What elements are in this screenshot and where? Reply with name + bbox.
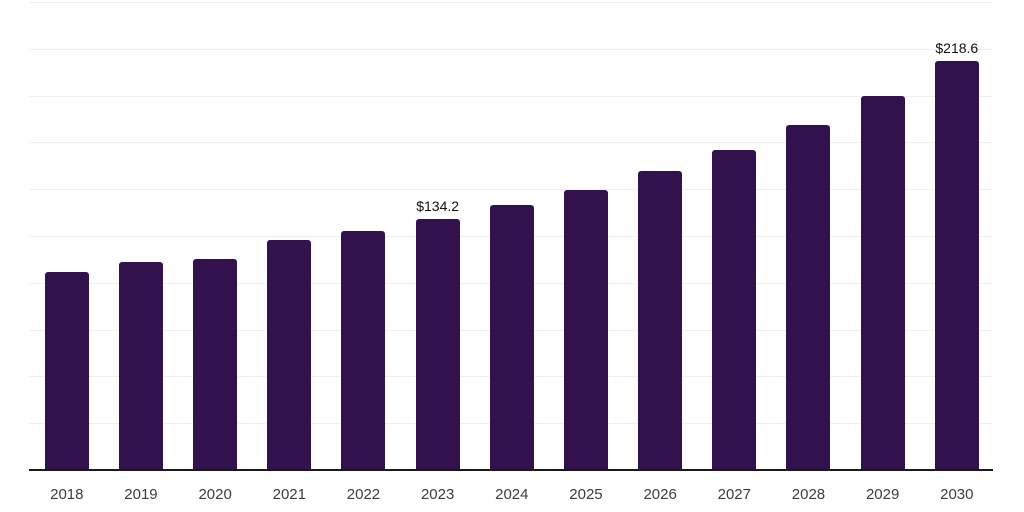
- x-tick-label-2030: 2030: [940, 486, 974, 503]
- x-tick-label-2019: 2019: [124, 486, 158, 503]
- x-tick-label-2024: 2024: [495, 486, 529, 503]
- gridline-175: [29, 142, 993, 144]
- bar-2028: [786, 124, 831, 470]
- x-axis-line: [29, 469, 993, 471]
- bar-value-label-2030: $218.6: [935, 39, 979, 56]
- x-tick-label-2026: 2026: [643, 486, 677, 503]
- x-tick-label-2022: 2022: [346, 486, 381, 503]
- x-tick-label-2021: 2021: [272, 486, 306, 503]
- gridline-250: [29, 2, 993, 3]
- x-tick-label-2028: 2028: [791, 486, 826, 503]
- x-tick-label-2023: 2023: [420, 486, 455, 503]
- x-tick-label-2020: 2020: [198, 486, 232, 503]
- bar-2027: [712, 149, 757, 470]
- bar-value-label-2023: $134.2: [416, 197, 460, 214]
- gridline-200: [29, 95, 993, 97]
- gridline-150: [29, 189, 993, 191]
- x-tick-label-2027: 2027: [717, 486, 751, 503]
- x-tick-label-2029: 2029: [865, 486, 900, 503]
- bar-2026: [638, 171, 683, 470]
- bar-2025: [563, 189, 608, 470]
- x-tick-label-2018: 2018: [50, 486, 84, 503]
- bar-2030: [934, 60, 979, 470]
- bar-2019: [118, 261, 163, 470]
- bar-2018: [44, 271, 89, 470]
- x-tick-label-2025: 2025: [569, 486, 603, 503]
- bar-2023: [415, 218, 460, 470]
- gridline-225: [29, 48, 993, 50]
- bar-2020: [193, 259, 238, 470]
- bar-2024: [489, 205, 534, 470]
- bar-2021: [267, 239, 312, 470]
- bar-2022: [341, 231, 386, 470]
- bar-2029: [860, 95, 905, 470]
